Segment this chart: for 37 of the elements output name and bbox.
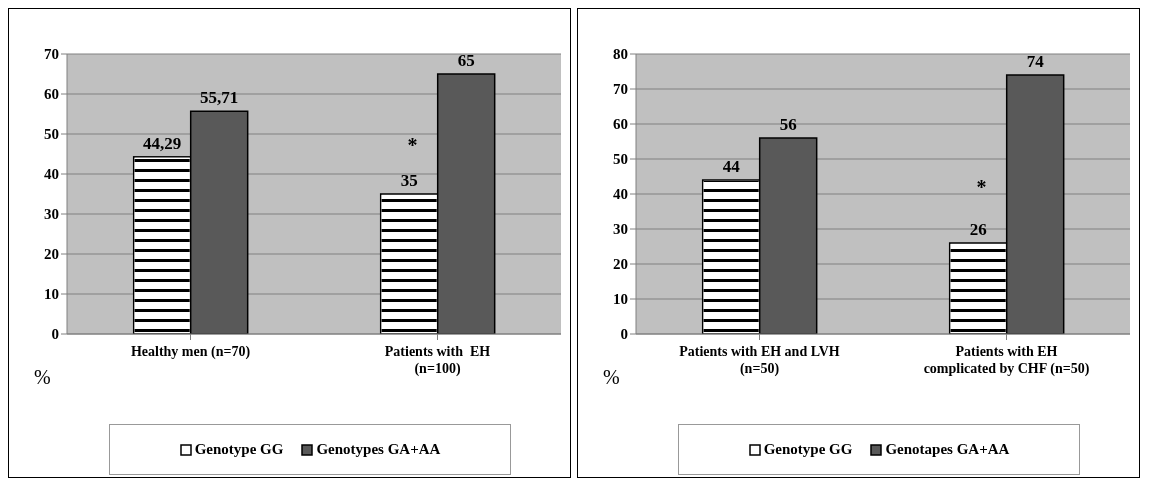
annotation: * xyxy=(976,175,987,198)
data-label: 74 xyxy=(1026,52,1045,71)
data-label: 56 xyxy=(779,115,797,134)
y-tick-label: 40 xyxy=(44,166,59,183)
y-tick-label: 60 xyxy=(613,116,628,133)
y-tick-label: 50 xyxy=(44,126,59,143)
y-tick-label: 30 xyxy=(613,221,628,238)
data-label: 26 xyxy=(969,220,987,239)
legend-label: Genotype GG xyxy=(763,441,853,458)
y-tick-label: 60 xyxy=(44,86,59,103)
legend-label: Genotypes GA+AA xyxy=(316,441,441,458)
y-tick-label: 10 xyxy=(44,286,59,303)
y-axis-title: % xyxy=(603,366,620,388)
x-tick-label: Patients with EH complicated by CHF (n=50) xyxy=(923,344,1090,377)
annotation: * xyxy=(407,134,418,156)
data-label: 44 xyxy=(722,157,741,176)
y-tick-label: 20 xyxy=(613,256,628,273)
y-axis-title: % xyxy=(34,366,51,388)
y-tick-label: 10 xyxy=(613,291,628,308)
y-tick-label: 20 xyxy=(44,246,59,263)
legend-label: Genotype GG xyxy=(194,441,284,458)
y-tick-label: 70 xyxy=(613,81,628,98)
x-tick-label: Patients with EH (n=100) xyxy=(384,344,491,377)
y-tick-label: 0 xyxy=(620,326,628,343)
y-tick-label: 50 xyxy=(613,151,628,168)
y-tick-label: 0 xyxy=(51,326,59,343)
x-tick-label: Patients with EH and LVH (n=50) xyxy=(679,344,840,377)
y-tick-label: 80 xyxy=(613,46,628,63)
x-tick-label: Healthy men (n=70) xyxy=(130,344,251,360)
y-tick-label: 70 xyxy=(44,46,59,63)
y-tick-label: 30 xyxy=(44,206,59,223)
y-tick-label: 40 xyxy=(613,186,628,203)
data-label: 44,29 xyxy=(143,133,182,153)
legend-label: Genotapes GA+AA xyxy=(885,441,1010,458)
data-label: 65 xyxy=(457,51,475,70)
data-label: 35 xyxy=(400,171,418,190)
data-label: 55,71 xyxy=(200,88,239,108)
